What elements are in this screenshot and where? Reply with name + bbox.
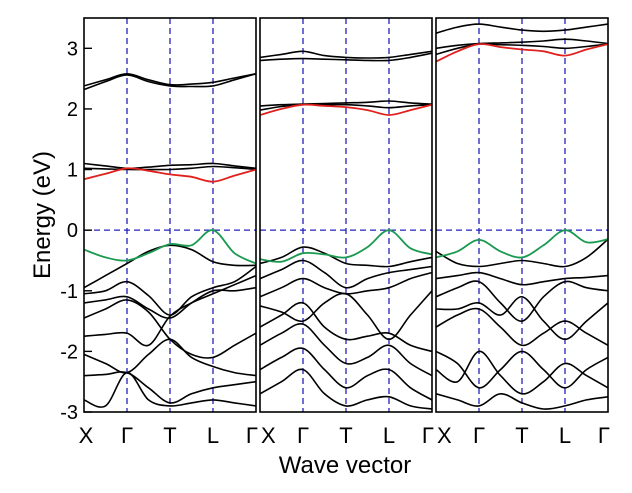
band-line bbox=[260, 50, 432, 59]
band-line bbox=[260, 100, 432, 107]
y-tick-label: 2 bbox=[67, 99, 78, 121]
x-tick-label: T bbox=[339, 423, 352, 448]
y-tick-label: -3 bbox=[60, 402, 78, 424]
band-line bbox=[436, 38, 608, 50]
band-line bbox=[260, 322, 432, 377]
x-tick-label: T bbox=[163, 423, 176, 448]
band-line bbox=[260, 246, 432, 268]
band-line bbox=[436, 280, 608, 322]
band-line bbox=[260, 368, 432, 410]
x-tick-label: Γ bbox=[121, 423, 133, 448]
y-tick-label: -1 bbox=[60, 281, 78, 303]
y-axis-label: Energy (eV) bbox=[29, 151, 56, 279]
x-tick-label: L bbox=[559, 423, 571, 448]
band-line bbox=[260, 52, 432, 62]
y-tick-label: 3 bbox=[67, 38, 78, 60]
band-line bbox=[84, 274, 256, 347]
band-line bbox=[260, 301, 432, 353]
band-line bbox=[260, 103, 432, 111]
band-line bbox=[84, 162, 256, 170]
panel-frame bbox=[83, 17, 257, 413]
band-line bbox=[436, 392, 608, 410]
band-line bbox=[436, 43, 608, 56]
x-tick-label: Γ bbox=[422, 423, 434, 448]
band-line bbox=[84, 244, 256, 289]
band-line bbox=[84, 371, 256, 404]
band-line bbox=[84, 165, 256, 171]
y-axis: -3 -2 -1 0 1 2 3 bbox=[60, 38, 92, 424]
x-tick-label: X bbox=[79, 423, 94, 448]
x-tick-label: X bbox=[437, 423, 452, 448]
band-line bbox=[84, 286, 256, 319]
x-tick-label: L bbox=[383, 423, 395, 448]
band-line bbox=[84, 265, 256, 316]
band-line bbox=[84, 73, 256, 91]
y-tick-label: 0 bbox=[67, 220, 78, 242]
band-line bbox=[436, 238, 608, 268]
band-line bbox=[436, 271, 608, 286]
x-tick-label: Γ bbox=[297, 423, 309, 448]
conduction-band-bottom bbox=[84, 167, 256, 183]
band-line bbox=[260, 259, 432, 289]
band-line bbox=[84, 338, 256, 377]
panel-frame bbox=[435, 17, 609, 413]
x-tick-label: X bbox=[261, 423, 276, 448]
band-line bbox=[260, 290, 432, 341]
x-tick-label: Γ bbox=[473, 423, 485, 448]
conduction-band-bottom bbox=[260, 103, 432, 116]
x-tick-label: L bbox=[207, 423, 219, 448]
band-line bbox=[436, 296, 608, 341]
conduction-band-bottom bbox=[436, 43, 608, 63]
band-line bbox=[260, 347, 432, 401]
band-line bbox=[84, 72, 256, 87]
x-tick-label: T bbox=[515, 423, 528, 448]
band-line bbox=[84, 371, 256, 408]
y-tick-label: -2 bbox=[60, 341, 78, 363]
band-line bbox=[436, 350, 608, 395]
band-line bbox=[436, 23, 608, 34]
band-line bbox=[436, 350, 608, 389]
x-axis-label: Wave vector bbox=[279, 452, 411, 479]
x-tick-label: Γ bbox=[598, 423, 610, 448]
valence-band-top bbox=[260, 229, 432, 263]
y-tick-label: 1 bbox=[67, 160, 78, 182]
x-tick-label: Γ bbox=[246, 423, 258, 448]
valence-band-top bbox=[436, 229, 608, 259]
panel-frame bbox=[259, 17, 433, 413]
band-line bbox=[436, 307, 608, 347]
valence-band-top bbox=[84, 229, 256, 265]
